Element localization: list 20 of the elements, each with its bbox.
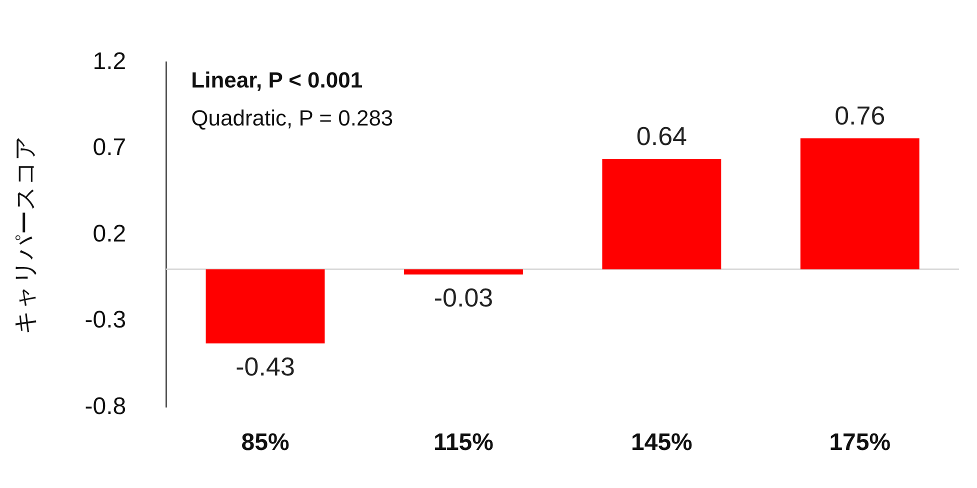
bar [206, 269, 325, 344]
y-tick-label: 0.2 [92, 220, 126, 248]
data-label: -0.03 [434, 282, 494, 313]
data-label: 0.64 [636, 121, 687, 152]
annotation: Quadratic, P = 0.283 [191, 105, 394, 130]
y-tick-label: -0.8 [84, 392, 126, 420]
y-axis-title: キャリパースコア [12, 135, 40, 334]
y-tick-label: -0.3 [84, 306, 126, 334]
annotation: Linear, P < 0.001 [191, 67, 363, 92]
y-tick-label: 0.7 [92, 134, 126, 162]
x-tick-label: 145% [630, 429, 692, 456]
data-label: -0.43 [236, 352, 295, 382]
bar [800, 138, 920, 270]
bar [404, 269, 523, 274]
y-tick-label: 1.2 [92, 48, 126, 76]
x-tick-label: 175% [829, 429, 891, 456]
bar [602, 158, 722, 270]
x-tick-label: 85% [241, 429, 290, 456]
data-label: 0.76 [834, 100, 886, 130]
x-tick-label: 115% [433, 429, 494, 456]
